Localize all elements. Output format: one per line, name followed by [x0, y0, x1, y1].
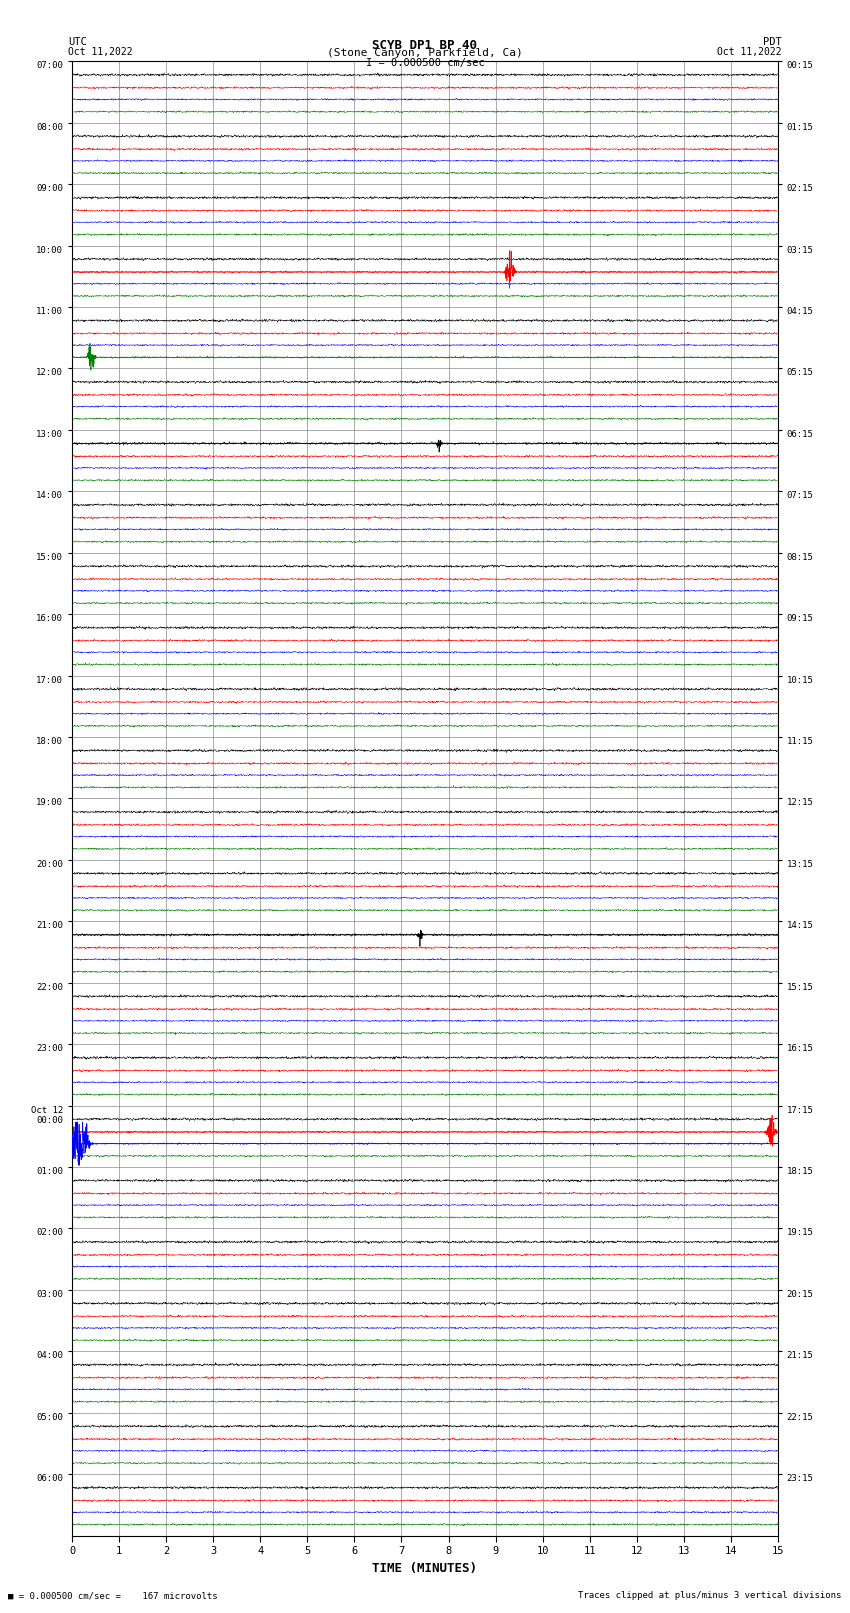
- Text: PDT: PDT: [763, 37, 782, 47]
- Text: I = 0.000500 cm/sec: I = 0.000500 cm/sec: [366, 58, 484, 68]
- Text: ■ = 0.000500 cm/sec =    167 microvolts: ■ = 0.000500 cm/sec = 167 microvolts: [8, 1590, 218, 1600]
- Text: Oct 11,2022: Oct 11,2022: [717, 47, 782, 56]
- X-axis label: TIME (MINUTES): TIME (MINUTES): [372, 1561, 478, 1574]
- Text: UTC: UTC: [68, 37, 87, 47]
- Text: Oct 11,2022: Oct 11,2022: [68, 47, 133, 56]
- Text: SCYB DP1 BP 40: SCYB DP1 BP 40: [372, 39, 478, 52]
- Text: Traces clipped at plus/minus 3 vertical divisions: Traces clipped at plus/minus 3 vertical …: [578, 1590, 842, 1600]
- Text: (Stone Canyon, Parkfield, Ca): (Stone Canyon, Parkfield, Ca): [327, 48, 523, 58]
